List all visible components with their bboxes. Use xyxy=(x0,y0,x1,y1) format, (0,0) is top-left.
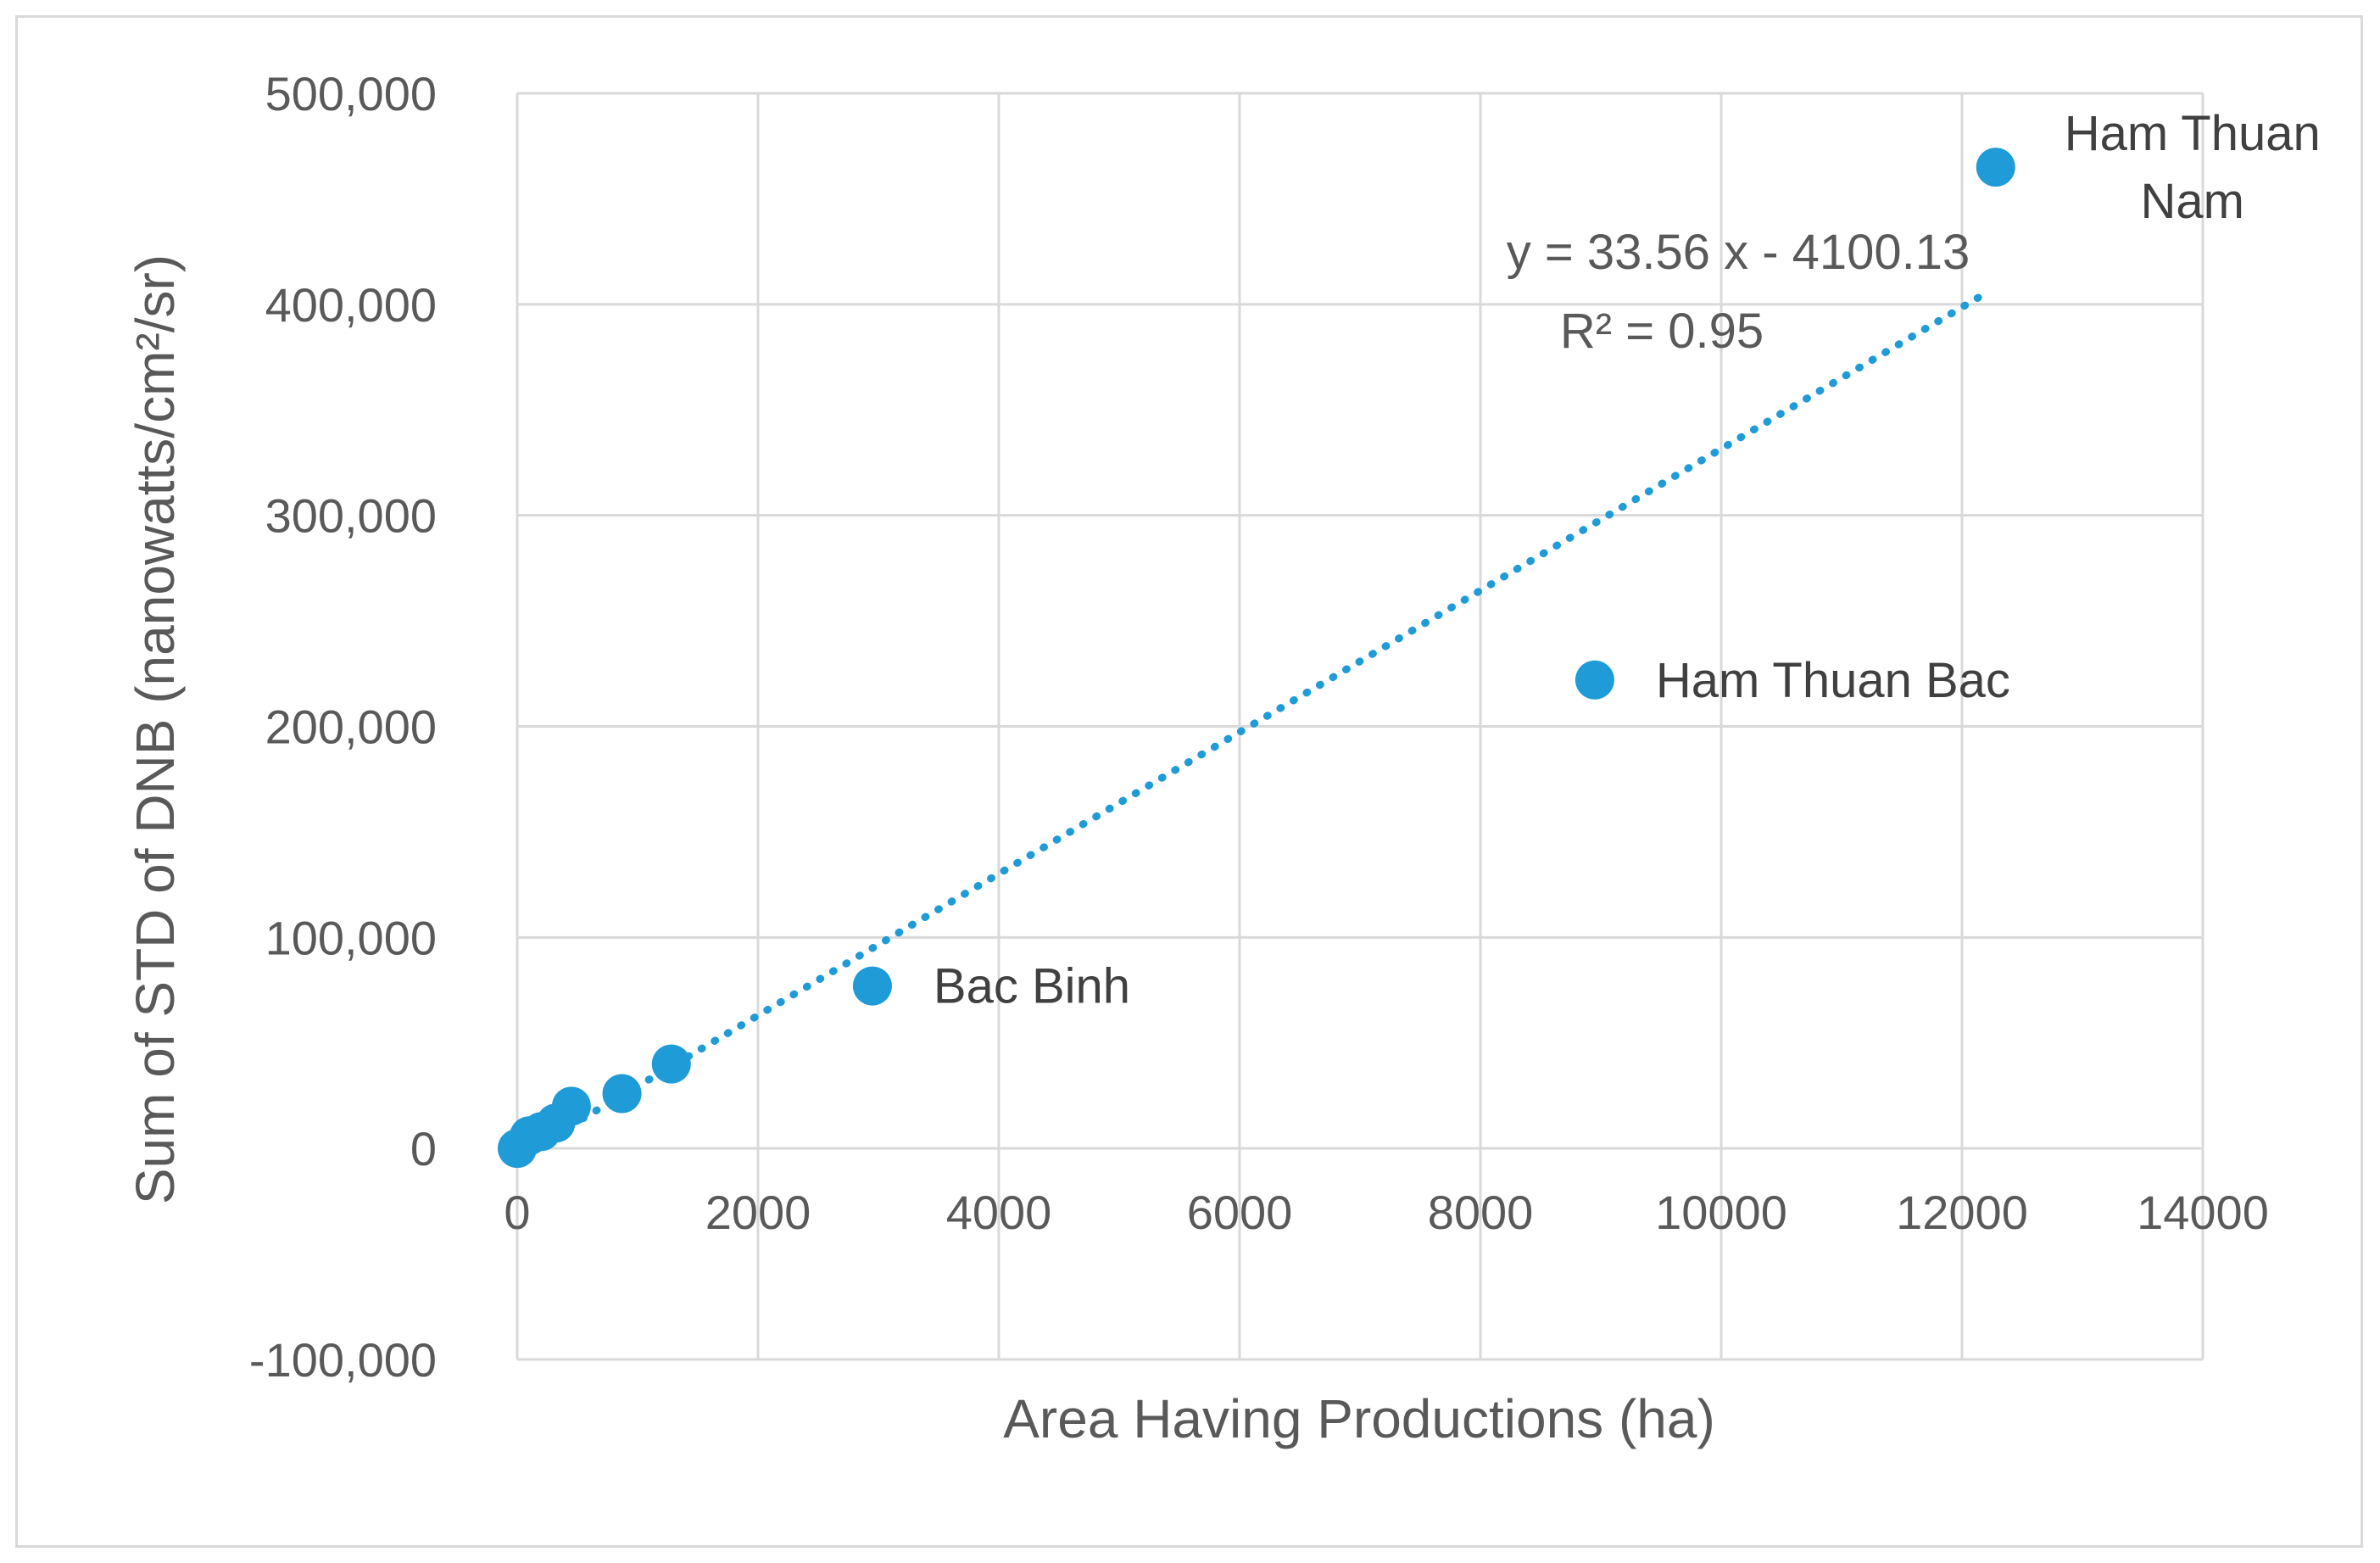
point-labels: Bac Binh Ham Thuan Bac Ham Thuan Nam xyxy=(934,106,2321,1013)
data-point xyxy=(1575,660,1614,700)
y-tick-label: -100,000 xyxy=(249,1333,437,1387)
trendline-equation: y = 33.56 x - 4100.13 xyxy=(1507,225,1970,280)
data-point xyxy=(551,1086,591,1126)
data-point xyxy=(651,1044,691,1084)
y-tick-label: 0 xyxy=(410,1122,437,1175)
chart-frame xyxy=(15,15,2363,1548)
data-point xyxy=(1976,148,2015,187)
point-label: Ham Thuan Nam xyxy=(2065,106,2321,229)
y-tick-label: 500,000 xyxy=(265,67,437,120)
data-point xyxy=(852,966,892,1006)
point-label: Ham Thuan Bac xyxy=(1656,653,2010,708)
y-tick-label: 100,000 xyxy=(265,911,437,964)
point-label: Bac Binh xyxy=(934,959,1130,1014)
x-tick-label: 12000 xyxy=(1896,1186,2028,1239)
y-tick-label: 400,000 xyxy=(265,278,437,332)
y-tick-label: 200,000 xyxy=(265,701,437,754)
data-points xyxy=(498,148,2015,1169)
data-point xyxy=(602,1074,642,1114)
x-tick-label: 6000 xyxy=(1187,1186,1293,1239)
x-tick-label: 14000 xyxy=(2137,1186,2269,1239)
x-tick-label: 4000 xyxy=(946,1186,1052,1239)
grid-lines xyxy=(516,92,2204,1361)
y-axis-title: Sum of STD of DNB (nanowatts/cm²/sr) xyxy=(125,254,186,1204)
x-axis-title: Area Having Productions (ha) xyxy=(1003,1388,1715,1449)
x-tick-labels: 0 2000 4000 6000 8000 10000 12000 14000 xyxy=(504,1186,2268,1239)
y-tick-label: 300,000 xyxy=(265,489,437,543)
x-tick-label: 8000 xyxy=(1428,1186,1534,1239)
trendline-r2: R² = 0.95 xyxy=(1560,304,1764,359)
x-tick-label: 2000 xyxy=(705,1186,811,1239)
x-tick-label: 0 xyxy=(504,1186,530,1239)
y-tick-labels: -100,000 0 100,000 200,000 300,000 400,000 500… xyxy=(249,67,437,1387)
x-tick-label: 10000 xyxy=(1655,1186,1787,1239)
